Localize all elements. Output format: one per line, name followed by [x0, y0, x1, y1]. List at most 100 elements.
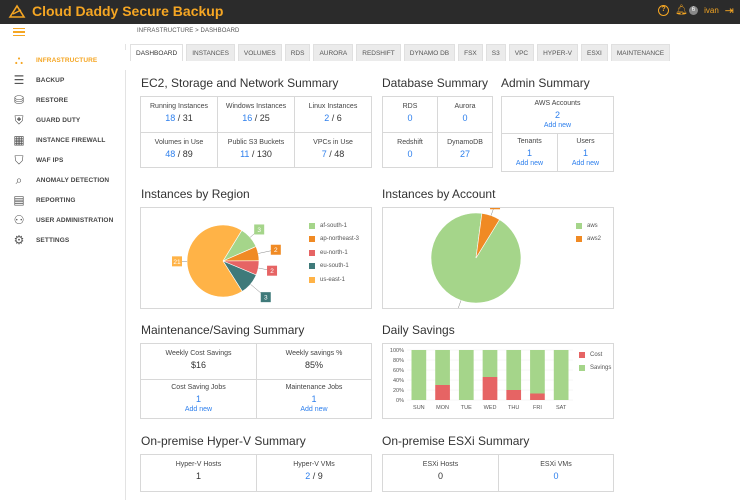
- tab-volumes[interactable]: VOLUMES: [237, 44, 282, 61]
- legend-item-savings[interactable]: Savings: [579, 362, 611, 376]
- maintenance-summary-box: Weekly Cost Savings $16 Weekly savings %…: [140, 343, 372, 419]
- legend-item-af-south-1[interactable]: af-south-1: [309, 219, 359, 233]
- pie-slice-us-east-1[interactable]: [186, 224, 243, 298]
- bar-cost-mon[interactable]: [435, 385, 450, 400]
- sidebar-item-instance-firewall[interactable]: ▦ INSTANCE FIREWALL: [0, 130, 126, 150]
- legend-item-aws2[interactable]: aws2: [576, 233, 601, 247]
- legend-swatch: [309, 276, 315, 283]
- sidebar-item-infrastructure[interactable]: ⛬ INFRASTRUCTURE: [0, 50, 126, 70]
- daily-savings-chart: 100% 80% 60% 40% 20% 0% SUN MON TUE WED THU FRI SAT: [390, 348, 573, 411]
- sidebar: ⛬ INFRASTRUCTURE ☰ BACKUP ⛁ RESTORE ⛨ GUARD DUT…: [0, 44, 126, 500]
- sidebar-item-guard-duty[interactable]: ⛨ GUARD DUTY: [0, 110, 126, 130]
- notifications[interactable]: 🔔︎ 6: [675, 5, 699, 16]
- weekly-savings-pct-label: Weekly savings %: [285, 350, 343, 357]
- sidebar-item-anomaly-detection[interactable]: ⌕ ANOMALY DETECTION: [0, 170, 126, 190]
- linux-instances-total: / 6: [329, 113, 342, 123]
- tab-dashboard[interactable]: DASHBOARD: [130, 44, 184, 61]
- windows-instances-count[interactable]: 16: [242, 113, 253, 123]
- tab-hyper-v[interactable]: HYPER-V: [537, 44, 579, 61]
- users-cell: Users 1 Add new: [558, 138, 613, 167]
- bell-icon[interactable]: 🔔︎: [675, 5, 688, 16]
- maintenance-jobs-value[interactable]: 1: [311, 394, 317, 404]
- esxi-hosts-value: 0: [437, 471, 443, 481]
- esxi-vms-cell: ESXi VMs 0: [499, 461, 613, 481]
- legend-item-eu-south-1[interactable]: eu-south-1: [309, 260, 359, 274]
- bar-savings-sat[interactable]: [553, 350, 569, 400]
- cost-saving-jobs-value[interactable]: 1: [195, 394, 201, 404]
- add-user-link[interactable]: Add new: [571, 160, 600, 167]
- bar-savings-fri[interactable]: [530, 350, 545, 394]
- bar-savings-tue[interactable]: [458, 350, 474, 400]
- sidebar-item-waf-ips[interactable]: ⛉ WAF IPS: [0, 150, 126, 170]
- rds-value[interactable]: 0: [407, 113, 413, 123]
- bar-cost-wed[interactable]: [482, 377, 498, 400]
- legend-item-cost[interactable]: Cost: [579, 348, 611, 362]
- logout-icon[interactable]: ⇥: [724, 5, 734, 17]
- tab-dynamo-db[interactable]: DYNAMO DB: [403, 44, 456, 61]
- cloud-daddy-logo-icon: [8, 4, 26, 18]
- add-tenant-link[interactable]: Add new: [515, 160, 544, 167]
- volumes-in-use-count[interactable]: 48: [165, 149, 176, 159]
- legend-swatch: [309, 263, 315, 270]
- hyperv-vms-running[interactable]: 2: [305, 471, 311, 481]
- ec2-summary-title: EC2, Storage and Network Summary: [141, 76, 339, 90]
- add-maintenance-job-link[interactable]: Add new: [300, 406, 328, 413]
- tab-rds[interactable]: RDS: [284, 44, 311, 61]
- tab-s3[interactable]: S3: [485, 44, 506, 61]
- legend-item-ap-northeast-3[interactable]: ap-northeast-3: [309, 233, 359, 247]
- legend-label: aws2: [587, 236, 602, 243]
- running-instances-count[interactable]: 18: [165, 113, 176, 123]
- tab-redshift[interactable]: REDSHIFT: [356, 44, 401, 61]
- instances-by-account-title: Instances by Account: [382, 187, 496, 201]
- x-tick-label: THU: [508, 405, 519, 411]
- sidebar-item-reporting[interactable]: ▤ REPORTING: [0, 190, 126, 210]
- sidebar-item-backup[interactable]: ☰ BACKUP: [0, 70, 126, 90]
- esxi-vms-value[interactable]: 0: [553, 471, 559, 481]
- bar-savings-wed[interactable]: [482, 350, 498, 377]
- sidebar-item-restore[interactable]: ⛁ RESTORE: [0, 90, 126, 110]
- legend-swatch: [579, 365, 585, 372]
- redshift-value[interactable]: 0: [407, 149, 413, 159]
- bar-savings-mon[interactable]: [435, 350, 450, 385]
- y-tick-label: 100%: [390, 348, 404, 354]
- tab-vpc[interactable]: VPC: [508, 44, 535, 61]
- bar-cost-fri[interactable]: [530, 393, 545, 401]
- pie-value-label-ap-northeast-3: 2: [274, 247, 278, 254]
- sidebar-item-settings[interactable]: ⚙ SETTINGS: [0, 230, 126, 250]
- hyperv-hosts-value: 1: [195, 471, 201, 481]
- bar-savings-sun[interactable]: [411, 350, 427, 400]
- hyperv-summary-box: Hyper-V Hosts 1 Hyper-V VMs 2 / 9: [140, 454, 372, 492]
- tab-maintenance[interactable]: MAINTENANCE: [610, 44, 671, 61]
- dynamodb-value[interactable]: 27: [459, 149, 470, 159]
- aws-accounts-value[interactable]: 2: [554, 110, 560, 120]
- vpcs-in-use-count[interactable]: 7: [321, 149, 327, 159]
- linux-instances-count[interactable]: 2: [324, 113, 330, 123]
- bar-cost-thu[interactable]: [506, 390, 522, 400]
- legend-item-eu-north-1[interactable]: eu-north-1: [309, 246, 359, 260]
- y-tick-label: 60%: [393, 368, 404, 374]
- legend-swatch: [576, 236, 582, 243]
- tab-instances[interactable]: INSTANCES: [186, 44, 235, 61]
- public-s3-buckets-count[interactable]: 11: [240, 149, 250, 159]
- add-cost-saving-job-link[interactable]: Add new: [184, 406, 213, 413]
- tab-aurora[interactable]: AURORA: [313, 44, 354, 61]
- database-icon: ☰: [13, 73, 25, 87]
- users-value[interactable]: 1: [582, 148, 588, 158]
- help-icon[interactable]: ?: [658, 5, 670, 16]
- legend-item-aws[interactable]: aws: [576, 219, 601, 233]
- daily-savings-box: 100% 80% 60% 40% 20% 0% SUN MON TUE WED THU FRI SAT …: [382, 343, 614, 419]
- app-title: Cloud Daddy Secure Backup: [32, 3, 224, 19]
- hamburger-menu-icon[interactable]: [13, 28, 25, 36]
- region-legend: af-south-1 ap-northeast-3 eu-north-1 eu-sou…: [309, 219, 359, 287]
- vpcs-in-use-total: / 48: [326, 149, 345, 159]
- aurora-value[interactable]: 0: [462, 113, 468, 123]
- legend-item-us-east-1[interactable]: us-east-1: [309, 273, 359, 287]
- tenants-value[interactable]: 1: [526, 148, 532, 158]
- tab-esxi[interactable]: ESXI: [581, 44, 608, 61]
- bar-savings-thu[interactable]: [506, 350, 522, 390]
- public-s3-buckets-value: 11 / 130: [218, 149, 294, 159]
- sidebar-item-user-administration[interactable]: ⚇ USER ADMINISTRATION: [0, 210, 126, 230]
- add-aws-account-link[interactable]: Add new: [543, 122, 572, 129]
- user-name[interactable]: ivan: [704, 6, 719, 15]
- tab-fsx[interactable]: FSX: [458, 44, 483, 61]
